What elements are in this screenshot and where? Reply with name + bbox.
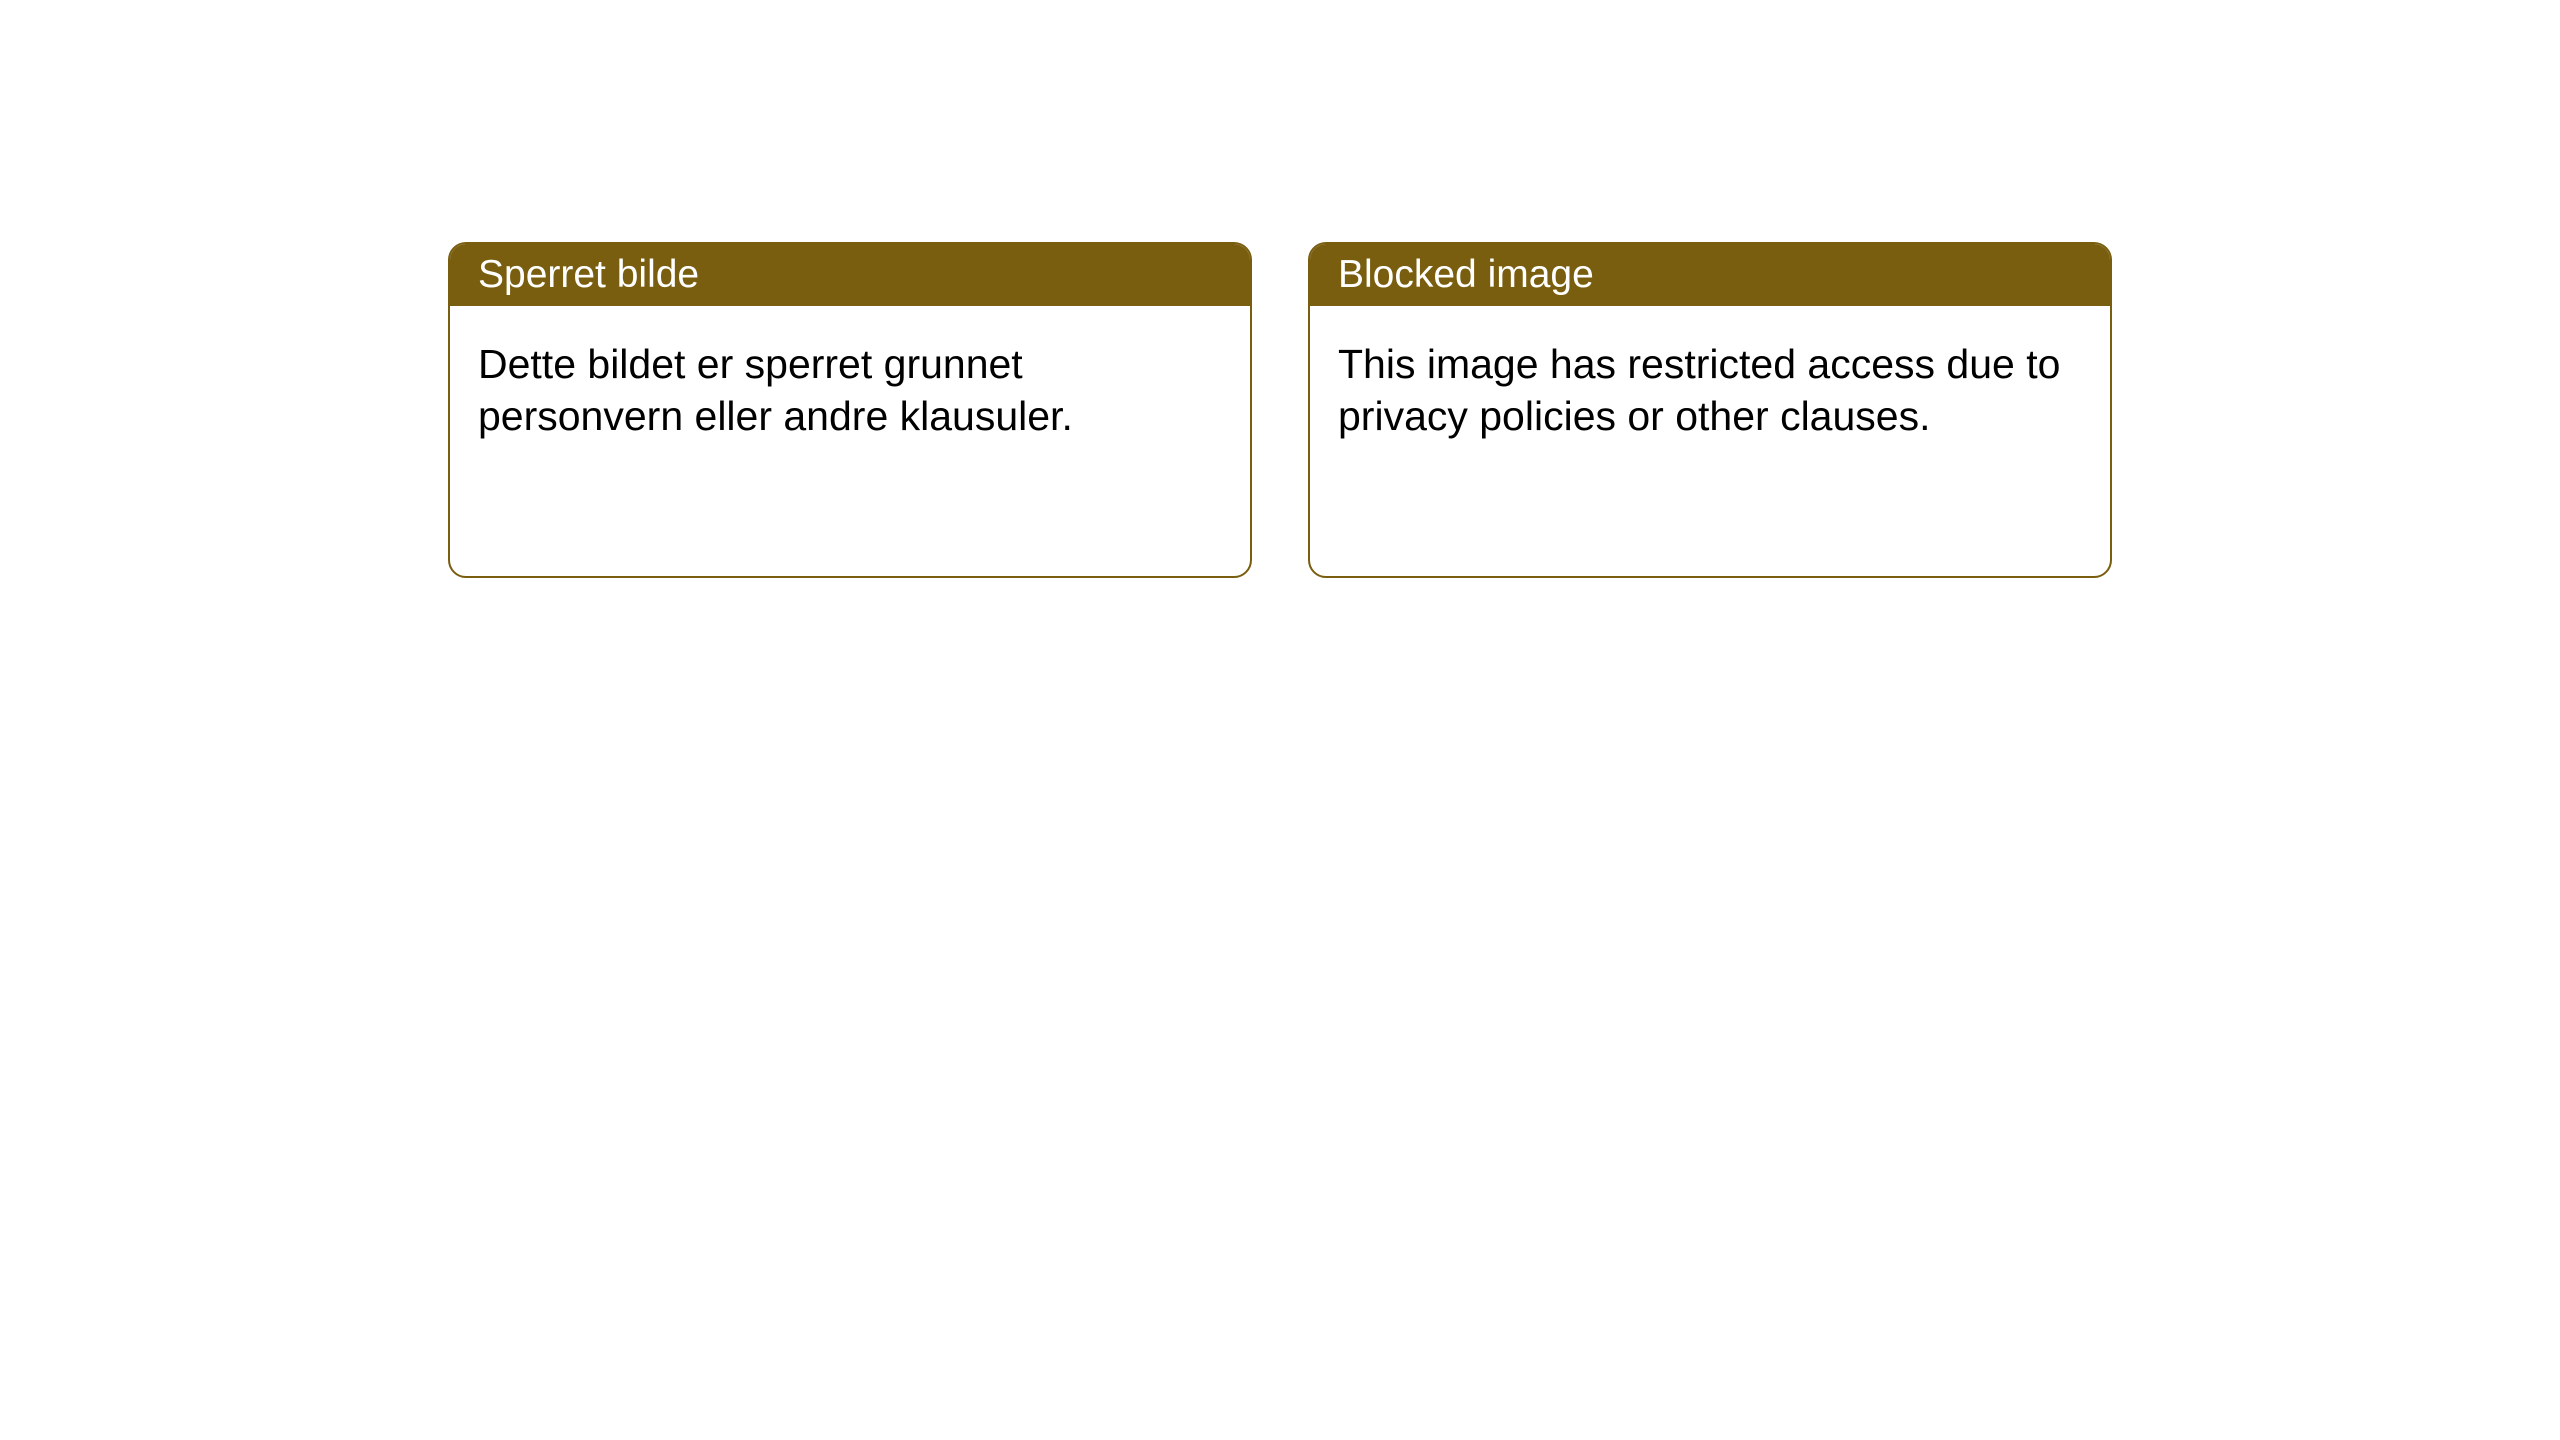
card-body: Dette bildet er sperret grunnet personve… [450,306,1250,475]
card-body-text: This image has restricted access due to … [1338,341,2060,439]
card-header: Blocked image [1310,244,2110,306]
card-header: Sperret bilde [450,244,1250,306]
card-title: Blocked image [1338,253,1594,297]
card-body: This image has restricted access due to … [1310,306,2110,475]
blocked-image-card-norwegian: Sperret bilde Dette bildet er sperret gr… [448,242,1252,578]
card-body-text: Dette bildet er sperret grunnet personve… [478,341,1073,439]
card-title: Sperret bilde [478,253,699,297]
notice-cards-container: Sperret bilde Dette bildet er sperret gr… [0,0,2560,578]
blocked-image-card-english: Blocked image This image has restricted … [1308,242,2112,578]
